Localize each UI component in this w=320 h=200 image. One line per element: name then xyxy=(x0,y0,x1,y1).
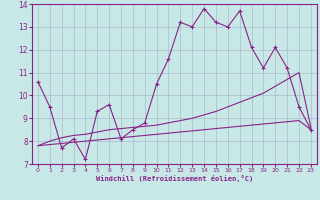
X-axis label: Windchill (Refroidissement éolien,°C): Windchill (Refroidissement éolien,°C) xyxy=(96,175,253,182)
